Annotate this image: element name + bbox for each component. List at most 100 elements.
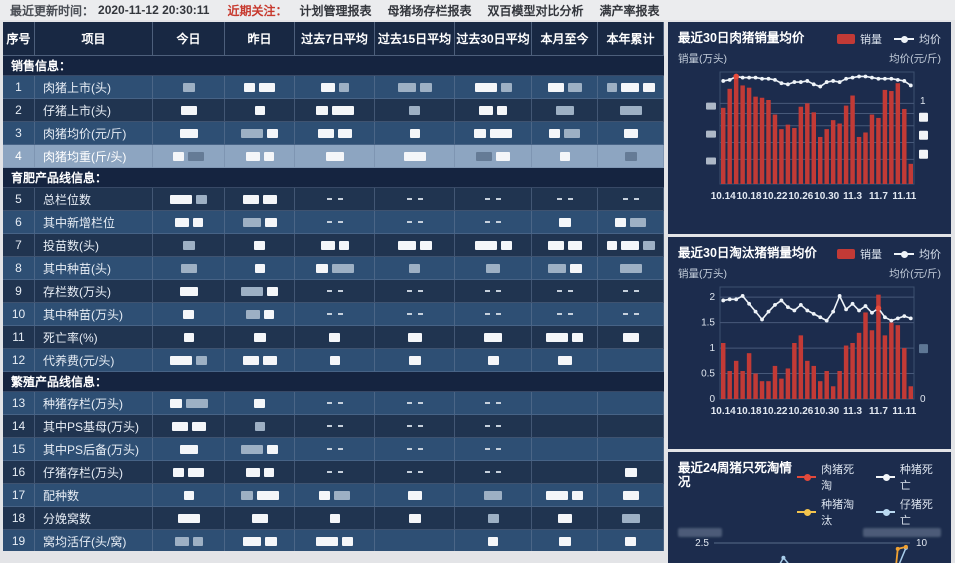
data-cell — [225, 211, 295, 234]
data-cell — [532, 211, 598, 234]
main-area: 序号 项目 今日 昨日 过去7日平均 过去15日平均 过去30日平均 本月至今 本年累计 销售信息… — [0, 22, 955, 563]
data-cell — [455, 438, 532, 461]
data-cell — [153, 76, 225, 99]
report-link-4[interactable]: 满产率报表 — [599, 3, 660, 18]
data-cell — [532, 122, 598, 145]
redacted-value — [419, 240, 432, 250]
table-row[interactable]: 17 配种数 — [3, 484, 664, 507]
y-left-axis-label-redacted — [678, 528, 722, 537]
no-data-dashes — [406, 198, 423, 200]
data-cell — [225, 280, 295, 303]
no-data-dashes — [326, 425, 343, 427]
chart-title: 最近30日肉猪销量均价 — [678, 31, 805, 45]
legend-label: 均价 — [919, 249, 941, 261]
redacted-value — [171, 421, 188, 431]
table-row[interactable]: 10 其中种苗(万头) — [3, 303, 664, 326]
redacted-value — [262, 355, 277, 365]
redacted-value — [567, 240, 582, 250]
column-header: 本月至今 — [532, 22, 598, 56]
data-cell — [295, 99, 375, 122]
data-cell — [598, 507, 664, 530]
redacted-value — [484, 490, 502, 500]
table-row[interactable]: 1 肉猪上市(头) — [3, 76, 664, 99]
table-row[interactable]: 15 其中PS后备(万头) — [3, 438, 664, 461]
report-link-3[interactable]: 双百模型对比分析 — [487, 3, 584, 18]
table-row[interactable]: 11 死亡率(%) — [3, 326, 664, 349]
redacted-value — [251, 513, 268, 523]
legend-label: 销量 — [860, 34, 882, 46]
table-row[interactable]: 9 存栏数(万头) — [3, 280, 664, 303]
data-cell — [532, 145, 598, 168]
data-cell — [225, 438, 295, 461]
table-row[interactable]: 16 仔猪存栏(万头) — [3, 461, 664, 484]
legend-label: 种猪死亡 — [899, 464, 933, 492]
redacted-value — [182, 240, 195, 250]
redacted-value — [342, 536, 353, 546]
table-row[interactable]: 4 肉猪均重(斤/头) — [3, 145, 664, 168]
legend-item-2[interactable]: 均价 — [894, 246, 941, 262]
table-row[interactable]: 7 投苗数(头) — [3, 234, 664, 257]
legend-item-4[interactable]: 仔猪死亡 — [876, 496, 941, 528]
legend-item-1[interactable]: 肉猪死淘 — [797, 461, 862, 493]
data-cell — [532, 530, 598, 551]
legend-item-1[interactable]: 销量 — [837, 31, 882, 47]
data-cell — [455, 349, 532, 372]
redacted-value — [488, 536, 498, 546]
column-header: 过去30日平均 — [455, 22, 532, 56]
table-header-row: 序号 项目 今日 昨日 过去7日平均 过去15日平均 过去30日平均 本月至今 本年累计 — [3, 22, 664, 56]
redacted-value — [254, 105, 265, 115]
row-label: 其中PS基母(万头) — [35, 415, 153, 438]
data-cell — [375, 303, 455, 326]
no-data-dashes — [485, 471, 501, 473]
svg-text:1: 1 — [920, 96, 926, 107]
svg-text:10.30: 10.30 — [814, 191, 839, 202]
table-row[interactable]: 8 其中种苗(头) — [3, 257, 664, 280]
no-data-dashes — [622, 290, 639, 292]
redacted-value — [315, 263, 328, 273]
redacted-value — [263, 467, 274, 477]
data-cell — [295, 145, 375, 168]
table-row[interactable]: 3 肉猪均价(元/斤) — [3, 122, 664, 145]
table-row[interactable]: 6 其中新增栏位 — [3, 211, 664, 234]
data-cell — [153, 234, 225, 257]
data-cell — [375, 438, 455, 461]
data-cell — [225, 530, 295, 551]
data-cell — [532, 234, 598, 257]
redacted-value — [242, 536, 261, 546]
legend-item-2[interactable]: 均价 — [894, 31, 941, 47]
data-cell — [532, 507, 598, 530]
data-cell — [532, 76, 598, 99]
legend-item-3[interactable]: 种猪淘汰 — [797, 496, 862, 528]
redacted-value — [558, 217, 571, 227]
row-label: 肉猪均价(元/斤) — [35, 122, 153, 145]
table-row[interactable]: 18 分娩窝数 — [3, 507, 664, 530]
no-data-dashes — [326, 198, 343, 200]
table-row[interactable]: 2 仔猪上市(头) — [3, 99, 664, 122]
redacted-value — [630, 217, 646, 227]
data-cell — [598, 303, 664, 326]
report-link-1[interactable]: 计划管理报表 — [299, 3, 372, 18]
legend-item-1[interactable]: 销量 — [837, 246, 882, 262]
svg-text:10.18: 10.18 — [737, 191, 762, 202]
table-row[interactable]: 19 窝均活仔(头/窝) — [3, 530, 664, 551]
table-row[interactable]: 14 其中PS基母(万头) — [3, 415, 664, 438]
redacted-value — [177, 513, 200, 523]
row-label: 分娩窝数 — [35, 507, 153, 530]
data-cell — [225, 303, 295, 326]
table-row[interactable]: 12 代养费(元/头) — [3, 349, 664, 372]
data-cell — [153, 122, 225, 145]
topbar: 最近更新时间： 2020-11-12 20:30:11 近期关注： 计划管理报表… — [0, 0, 955, 20]
redacted-value — [486, 263, 500, 273]
svg-text:10.14: 10.14 — [711, 406, 736, 417]
legend-item-2[interactable]: 种猪死亡 — [876, 461, 941, 493]
redacted-value — [259, 82, 275, 92]
report-link-2[interactable]: 母猪场存栏报表 — [387, 3, 472, 18]
redacted-value — [567, 82, 582, 92]
svg-text:11.11: 11.11 — [892, 191, 916, 202]
table-row[interactable]: 13 种猪存栏(万头) — [3, 392, 664, 415]
redacted-value — [267, 444, 278, 454]
table-row[interactable]: 5 总栏位数 — [3, 188, 664, 211]
row-label: 种猪存栏(万头) — [35, 392, 153, 415]
column-header: 序号 — [3, 22, 35, 56]
row-label: 仔猪上市(头) — [35, 99, 153, 122]
